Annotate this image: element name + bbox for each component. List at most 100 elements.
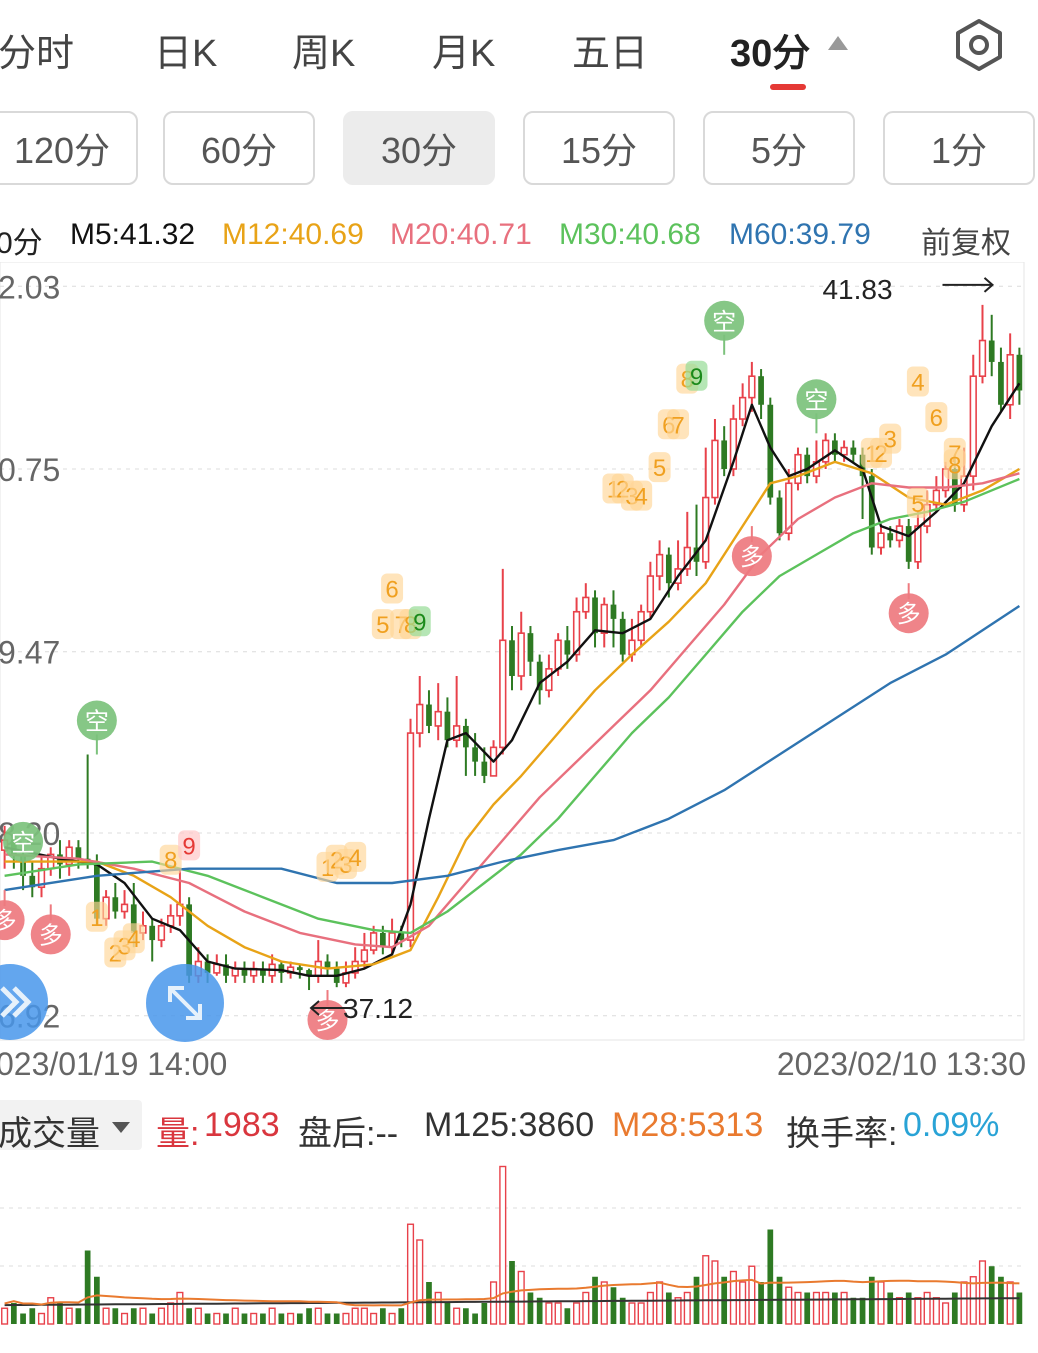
- signal-label: 空: [804, 386, 828, 414]
- signal-label: 多: [897, 600, 921, 628]
- candle-body: [379, 932, 386, 948]
- candle-body: [877, 532, 885, 549]
- volume-bar: [223, 1313, 229, 1324]
- candle-body: [738, 396, 747, 420]
- candle-body: [572, 610, 581, 656]
- count-label: 4: [911, 369, 924, 396]
- candle-body: [204, 961, 211, 973]
- candle-body: [241, 968, 248, 976]
- fullscreen-button[interactable]: [146, 964, 224, 1042]
- settings-gear-icon[interactable]: [952, 18, 1006, 72]
- candle-body: [988, 340, 995, 362]
- signal-label: 多: [39, 921, 63, 949]
- count-badge: [648, 452, 671, 483]
- btn-60min[interactable]: 60分: [163, 111, 315, 185]
- volume-bar: [130, 1308, 137, 1324]
- volume-bar: [812, 1291, 820, 1325]
- count-label: 8: [164, 848, 177, 875]
- volume-bar: [832, 1292, 838, 1324]
- chart-frame: [0, 262, 1025, 1041]
- axis-date-end: 2023/02/10 13:30: [776, 1046, 1026, 1082]
- candle-body: [481, 761, 488, 776]
- candle-body: [776, 497, 783, 534]
- candle-body: [260, 968, 266, 976]
- ma-line-m12: [4, 460, 1021, 970]
- signal-label: 空: [85, 707, 109, 735]
- volume-bar: [748, 1265, 756, 1325]
- candle-body: [592, 597, 598, 634]
- volume-bar: [231, 1307, 239, 1325]
- volume-bar: [260, 1313, 266, 1324]
- volume-bar: [729, 1270, 737, 1325]
- volume-bar: [942, 1302, 950, 1325]
- volume-chart[interactable]: [0, 1152, 1038, 1327]
- volume-bar: [416, 1239, 424, 1325]
- ma-legend: 0分 M5:41.32 M12:40.69 M20:40.71 M30:40.6…: [0, 214, 1038, 260]
- tab-daily-k[interactable]: 日K: [154, 33, 218, 75]
- volume-bar: [453, 1307, 461, 1325]
- volume-bar: [499, 1165, 507, 1325]
- volume-bar: [895, 1297, 904, 1325]
- btn-5min[interactable]: 5分: [703, 111, 855, 185]
- volume-bar: [139, 1307, 147, 1325]
- count-label: 1: [90, 905, 103, 932]
- volume-bar: [250, 1312, 258, 1325]
- ma60-value: M60:39.79: [729, 218, 871, 251]
- collapse-panel-button[interactable]: [0, 964, 48, 1040]
- tab-monthly-k[interactable]: 月K: [432, 33, 496, 75]
- volume-bar: [167, 1302, 175, 1325]
- volume-bar: [351, 1307, 359, 1325]
- volume-bar: [868, 1276, 875, 1324]
- signal-label: 多: [0, 907, 17, 935]
- adjust-mode-toggle[interactable]: 前复权: [921, 227, 1011, 260]
- tab-weekly-k[interactable]: 周K: [292, 33, 356, 75]
- candle-body: [452, 725, 461, 742]
- candle-body: [1006, 353, 1014, 406]
- candle-body: [416, 703, 424, 734]
- count-badge: [344, 841, 367, 872]
- btn-1min[interactable]: 1分: [883, 111, 1035, 185]
- candle-body: [223, 964, 229, 976]
- volume-bar: [398, 1308, 405, 1324]
- candle-body: [472, 747, 478, 762]
- kline-chart[interactable]: 2.030.759.478.206.92空空多多多空空多多12348912345…: [0, 262, 1038, 1042]
- volume-bar: [278, 1313, 285, 1324]
- count-badge: [122, 923, 145, 954]
- volume-bar: [923, 1291, 931, 1325]
- candle-body: [545, 668, 553, 692]
- turnover-value: 0.09%: [903, 1106, 1000, 1144]
- btn-30min[interactable]: 30分: [343, 111, 495, 185]
- count-label: 4: [348, 845, 361, 872]
- volume-bar: [758, 1282, 764, 1324]
- candle-body: [296, 967, 303, 971]
- volume-bar: [998, 1276, 1004, 1324]
- candle-body: [767, 404, 774, 498]
- count-badge: [906, 487, 929, 518]
- candle-body: [702, 496, 710, 563]
- candle-body: [517, 632, 525, 677]
- count-badge: [408, 606, 431, 637]
- volume-bar: [859, 1297, 866, 1324]
- volume-bar: [600, 1281, 608, 1325]
- high-arrow-head: [983, 277, 995, 293]
- volume-bar: [683, 1291, 691, 1325]
- volume-bar: [582, 1291, 590, 1325]
- volume-bar: [711, 1260, 719, 1325]
- candle-body: [306, 970, 312, 976]
- sell-signal-badge: [76, 700, 117, 741]
- candle-body: [932, 489, 941, 506]
- tab-five-day[interactable]: 五日: [572, 33, 649, 75]
- sell-signal-badge: [796, 379, 837, 420]
- tab-fenshi[interactable]: 分时: [0, 33, 75, 75]
- btn-120min[interactable]: 120分: [0, 111, 138, 185]
- candle-body: [324, 961, 331, 969]
- count-badge: [85, 901, 108, 932]
- candle-body: [693, 547, 700, 562]
- volume-bar: [822, 1291, 830, 1325]
- tab-30min[interactable]: 30分: [730, 33, 811, 75]
- candle-body: [94, 861, 100, 919]
- btn-15min[interactable]: 15分: [523, 111, 675, 185]
- ma-line-m5: [4, 382, 1021, 977]
- count-badge: [925, 402, 948, 433]
- count-badge: [381, 573, 404, 604]
